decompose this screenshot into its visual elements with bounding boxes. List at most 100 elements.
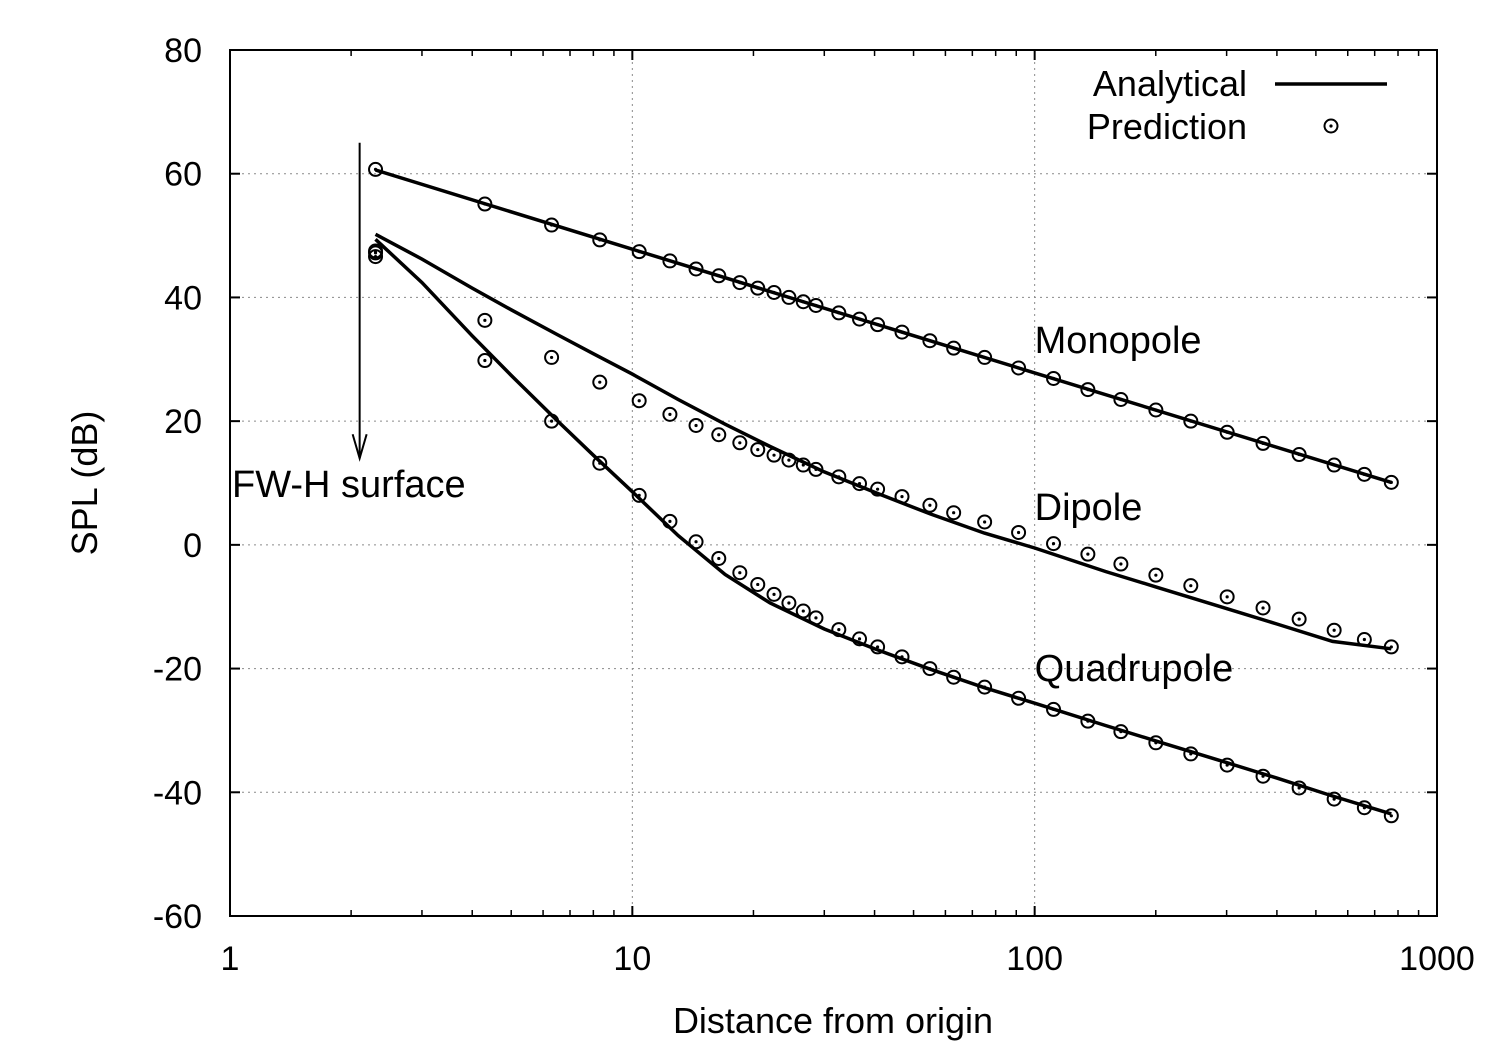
prediction-point-dot [1225,763,1229,767]
prediction-point-ring [1148,567,1164,583]
prediction-point-dipole [750,442,766,458]
prediction-point-dot [1189,752,1193,756]
y-axis-title: SPL (dB) [64,411,105,556]
prediction-point-dot [1086,387,1090,392]
prediction-point-ring [631,487,647,503]
prediction-point-ring [1183,746,1199,762]
y-tick-label: -60 [153,898,202,936]
analytical-curve-quadrupole [374,238,1392,816]
prediction-point-dipole [1148,567,1164,583]
prediction-point-ring [1326,457,1342,473]
prediction-point-dipole [766,447,782,463]
prediction-point-dot [373,167,378,171]
prediction-point-dot [1389,480,1393,484]
prediction-point-ring [711,427,727,443]
prediction-point-dot [550,419,554,423]
plot-frame [229,49,1438,917]
prediction-point-dot [772,290,776,295]
prediction-point-dipole [1219,589,1235,605]
prediction-point-ring [781,452,797,468]
prediction-point-ring [1356,466,1372,482]
prediction-point-dot [717,433,721,437]
prediction-point-monopole [781,289,797,305]
prediction-point-ring [852,311,868,327]
legend-label-prediction: Prediction [1087,106,1247,147]
prediction-point-dot [1189,584,1193,588]
prediction-point-ring [1113,391,1129,407]
prediction-point-monopole [852,311,868,327]
y-tick-label: 20 [164,403,202,441]
prediction-point-ring [831,622,847,638]
prediction-point-ring [1291,780,1307,796]
x-tick-label: 10 [613,940,651,978]
prediction-point-ring [1255,600,1271,616]
prediction-point-monopole [1383,474,1399,490]
prediction-point-quadrupole [1148,735,1164,751]
prediction-point-ring [1046,701,1062,717]
prediction-point-dot [1086,719,1090,723]
prediction-point-ring [795,603,811,619]
prediction-point-dot [1261,606,1265,610]
prediction-point-dipole [662,406,678,422]
prediction-point-dipole [831,469,847,485]
prediction-point-dot [1332,628,1336,632]
prediction-point-ring [1148,402,1164,418]
prediction-point-monopole [750,280,766,296]
prediction-point-monopole [1080,382,1096,398]
prediction-point-quadrupole [946,669,962,685]
prediction-point-ring [1011,360,1027,376]
prediction-point-monopole [688,261,704,277]
prediction-point-dipole [1255,600,1271,616]
prediction-point-quadrupole [477,353,493,369]
prediction-point-dipole [1356,631,1372,647]
prediction-point-monopole [662,253,678,269]
prediction-point-ring [946,669,962,685]
prediction-point-quadrupole [1326,791,1342,807]
prediction-point-quadrupole [368,243,384,259]
prediction-point-dot [1389,814,1393,818]
prediction-point-ring [1080,546,1096,562]
prediction-point-dot [801,300,805,304]
prediction-point-ring [922,661,938,677]
prediction-point-ring [852,476,868,492]
prediction-point-dot [1154,408,1158,412]
prediction-point-monopole [766,284,782,300]
prediction-point-ring [1356,631,1372,647]
prediction-point-quadrupole [544,413,560,429]
prediction-point-dipole [1291,611,1307,627]
prediction-point-dot [787,458,791,462]
prediction-point-ring [750,442,766,458]
prediction-point-dot [598,238,602,242]
prediction-point-ring [977,679,993,695]
prediction-point-ring [831,469,847,485]
prediction-point-dot [787,295,791,300]
prediction-point-dot [1332,797,1336,801]
x-tick-label: 100 [1006,940,1063,978]
prediction-point-quadrupole [750,576,766,592]
prediction-point-ring [477,196,493,212]
prediction-point-ring [662,406,678,422]
prediction-point-ring [781,289,797,305]
prediction-point-dot [814,303,818,308]
prediction-point-dot [483,358,487,363]
prediction-point-ring [766,284,782,300]
prediction-point-ring [766,447,782,463]
prediction-point-ring [870,317,886,333]
prediction-point-ring [946,340,962,356]
prediction-point-monopole [1356,466,1372,482]
prediction-point-ring [1383,474,1399,490]
prediction-point-dot [900,495,904,499]
prediction-point-ring [688,534,704,550]
prediction-point-ring [1219,589,1235,605]
prediction-point-quadrupole [795,603,811,619]
prediction-point-dot [1051,376,1056,381]
prediction-point-dot [900,655,904,659]
prediction-point-dot [814,467,818,471]
prediction-point-ring [711,550,727,566]
prediction-point-dot [550,223,554,227]
prediction-point-monopole [592,232,608,248]
prediction-point-dot [1225,595,1229,599]
prediction-point-dot [875,645,880,649]
prediction-point-dot [1225,430,1229,434]
prediction-point-dot [1051,542,1056,546]
